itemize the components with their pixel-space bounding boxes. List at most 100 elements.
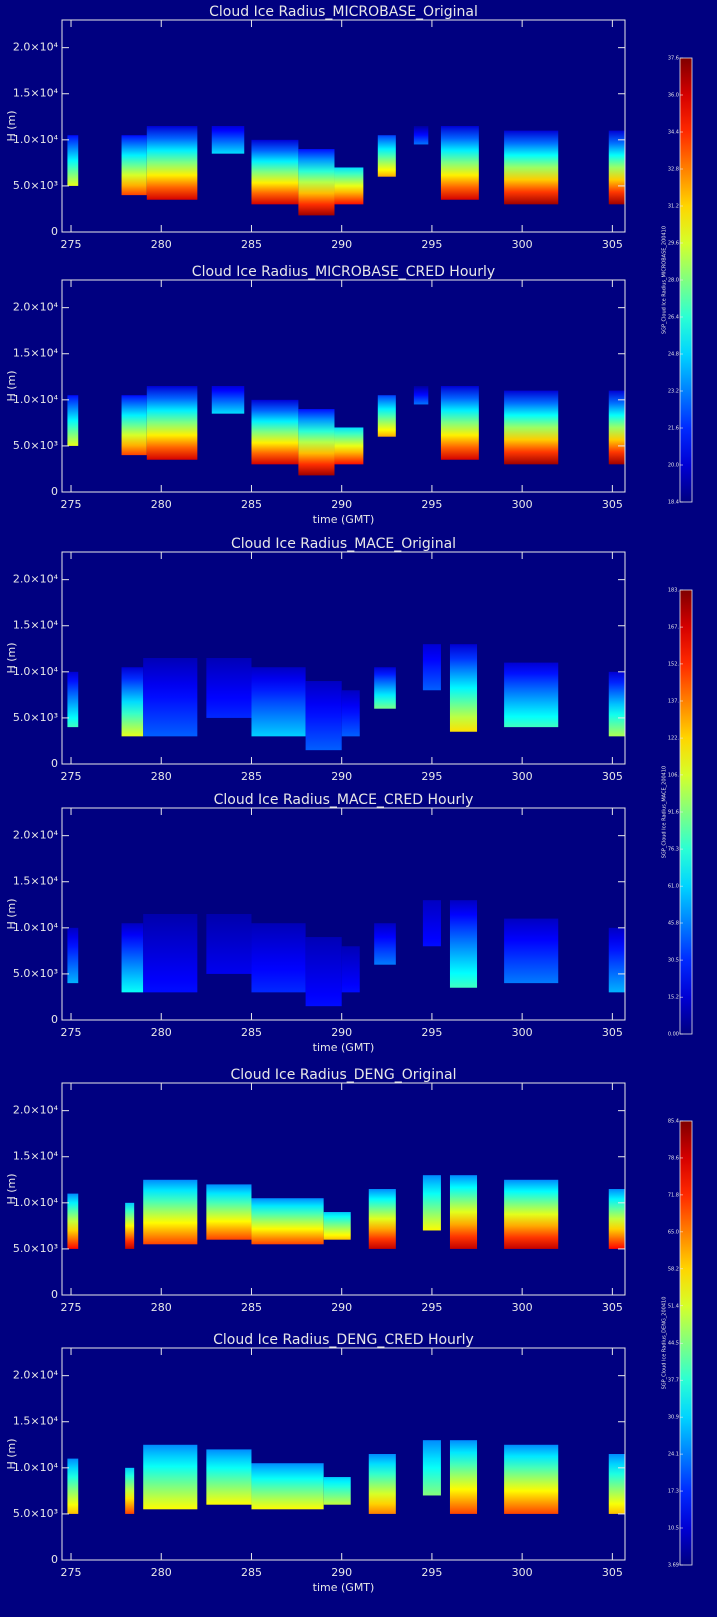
x-tick-label: 295 bbox=[421, 770, 442, 783]
colorbar-tick-label: 167. bbox=[668, 625, 680, 631]
colorbar-tick-label: 137. bbox=[668, 699, 680, 705]
cloud-segment bbox=[449, 1175, 478, 1249]
y-tick-label: 0 bbox=[51, 1288, 58, 1301]
plot-area bbox=[67, 900, 625, 1007]
x-tick-label: 290 bbox=[331, 770, 352, 783]
cloud-segment bbox=[334, 167, 364, 205]
colorbar-tick-label: 37.7 bbox=[668, 1378, 679, 1384]
x-tick-label: 305 bbox=[602, 498, 623, 511]
x-tick-label: 275 bbox=[61, 1026, 82, 1039]
cloud-segment bbox=[251, 1198, 324, 1245]
panel-title: Cloud Ice Radius_DENG_CRED Hourly bbox=[213, 1332, 474, 1348]
y-tick-label: 5.0×10³ bbox=[13, 967, 58, 980]
cloud-segment bbox=[146, 386, 198, 460]
y-tick-label: 1.5×10⁴ bbox=[13, 1415, 59, 1428]
colorbar-tick-label: 78.6 bbox=[668, 1155, 679, 1161]
x-tick-label: 295 bbox=[421, 1566, 442, 1579]
cloud-segment bbox=[374, 667, 396, 709]
cloud-segment bbox=[121, 923, 144, 993]
cloud-segment bbox=[211, 126, 245, 154]
y-tick-label: 1.0×10⁴ bbox=[13, 1461, 59, 1474]
colorbar-title: SGP_Cloud Ice Radius_MICROBASE_200410 bbox=[662, 226, 668, 334]
cloud-segment bbox=[334, 427, 364, 465]
cloud-segment bbox=[251, 667, 306, 737]
x-tick-label: 300 bbox=[512, 770, 533, 783]
y-tick-label: 2.0×10⁴ bbox=[13, 301, 59, 314]
cloud-segment bbox=[440, 126, 479, 200]
cloud-segment bbox=[67, 395, 79, 446]
x-tick-label: 300 bbox=[512, 498, 533, 511]
x-tick-label: 290 bbox=[331, 1566, 352, 1579]
cloud-segment bbox=[341, 946, 360, 993]
y-tick-label: 0 bbox=[51, 225, 58, 238]
colorbar-tick-label: 10.5 bbox=[668, 1525, 679, 1531]
x-axis-label: time (GMT) bbox=[313, 513, 375, 526]
x-tick-label: 290 bbox=[331, 1026, 352, 1039]
colorbar-tick-label: 44.5 bbox=[668, 1341, 679, 1347]
x-tick-label: 295 bbox=[421, 1301, 442, 1314]
x-tick-label: 275 bbox=[61, 498, 82, 511]
cloud-segment bbox=[449, 644, 478, 732]
colorbar-tick-label: 18.4 bbox=[668, 500, 679, 506]
y-tick-label: 5.0×10³ bbox=[13, 711, 58, 724]
colorbar-tick-label: 30.5 bbox=[668, 958, 679, 964]
colorbar-tick-label: 20.0 bbox=[668, 463, 679, 469]
colorbar-tick-label: 17.3 bbox=[668, 1489, 679, 1495]
panel-title: Cloud Ice Radius_MACE_CRED Hourly bbox=[214, 792, 474, 808]
y-axis-label: H (m) bbox=[5, 642, 18, 673]
cloud-segment bbox=[413, 126, 429, 145]
colorbar-tick-label: 15.2 bbox=[668, 995, 679, 1001]
x-tick-label: 305 bbox=[602, 238, 623, 251]
cloud-segment bbox=[323, 1477, 351, 1505]
y-tick-label: 1.5×10⁴ bbox=[13, 619, 59, 632]
colorbar-tick-label: 122. bbox=[668, 736, 680, 742]
y-tick-label: 2.0×10⁴ bbox=[13, 573, 59, 586]
x-tick-label: 275 bbox=[61, 1566, 82, 1579]
x-tick-label: 285 bbox=[241, 238, 262, 251]
cloud-segment bbox=[504, 918, 559, 984]
colorbar-tick-label: 3.69 bbox=[668, 1563, 679, 1569]
cloud-segment bbox=[504, 130, 559, 205]
y-tick-label: 1.5×10⁴ bbox=[13, 1150, 59, 1163]
y-tick-label: 1.0×10⁴ bbox=[13, 393, 59, 406]
x-tick-label: 305 bbox=[602, 770, 623, 783]
x-tick-label: 285 bbox=[241, 1566, 262, 1579]
x-tick-label: 305 bbox=[602, 1026, 623, 1039]
cloud-segment bbox=[422, 900, 441, 947]
y-axis-label: H (m) bbox=[5, 110, 18, 141]
colorbar-tick-label: 85.4 bbox=[668, 1119, 679, 1125]
x-tick-label: 300 bbox=[512, 1301, 533, 1314]
cloud-segment bbox=[143, 1179, 198, 1245]
colorbar-tick-label: 24.8 bbox=[668, 352, 679, 358]
y-tick-label: 1.5×10⁴ bbox=[13, 875, 59, 888]
colorbar-title: SGP_Cloud Ice Radius_MACE_200410 bbox=[662, 766, 668, 858]
cloud-segment bbox=[449, 1440, 478, 1514]
y-tick-label: 1.0×10⁴ bbox=[13, 133, 59, 146]
panel-title: Cloud Ice Radius_MACE_Original bbox=[231, 536, 456, 552]
colorbar-tick-label: 30.9 bbox=[668, 1415, 679, 1421]
x-tick-label: 300 bbox=[512, 1566, 533, 1579]
x-tick-label: 275 bbox=[61, 1301, 82, 1314]
y-tick-label: 0 bbox=[51, 1013, 58, 1026]
y-tick-label: 2.0×10⁴ bbox=[13, 41, 59, 54]
plot-area bbox=[67, 126, 625, 216]
cloud-segment bbox=[368, 1189, 396, 1249]
colorbar-tick-label: 152. bbox=[668, 661, 680, 667]
cloud-segment bbox=[374, 923, 396, 965]
y-tick-label: 5.0×10³ bbox=[13, 1242, 58, 1255]
y-tick-label: 1.5×10⁴ bbox=[13, 87, 59, 100]
y-axis-label: H (m) bbox=[5, 898, 18, 929]
x-tick-label: 300 bbox=[512, 238, 533, 251]
plot-area bbox=[67, 644, 625, 751]
y-tick-label: 1.0×10⁴ bbox=[13, 921, 59, 934]
cloud-segment bbox=[298, 409, 335, 476]
x-tick-label: 290 bbox=[331, 1301, 352, 1314]
cloud-segment bbox=[504, 1444, 559, 1514]
colorbar-tick-label: 183. bbox=[668, 588, 680, 594]
colorbar-tick-label: 36.0 bbox=[668, 93, 679, 99]
panel-title: Cloud Ice Radius_MICROBASE_Original bbox=[209, 4, 478, 20]
cloud-segment bbox=[608, 927, 625, 993]
cloud-segment bbox=[305, 937, 342, 1007]
plot-area bbox=[67, 1440, 625, 1514]
